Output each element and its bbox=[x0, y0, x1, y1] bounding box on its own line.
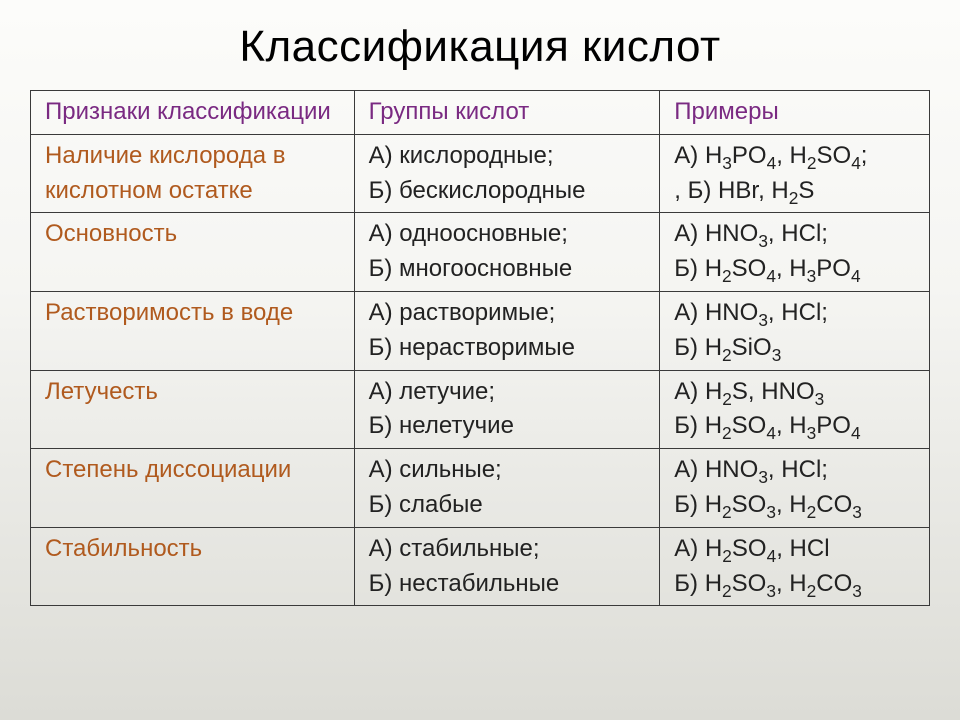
group-line: Б) бескислородные bbox=[369, 174, 646, 209]
cell-feature: Основность bbox=[31, 213, 355, 292]
example-line: Б) H2SO3, H2CO3 bbox=[674, 488, 915, 523]
chem-formula: H2SO3 bbox=[705, 570, 776, 597]
table-row: Степень диссоциацииА) сильные;Б) слабыеА… bbox=[31, 449, 930, 528]
example-line: , Б) HBr, H2S bbox=[674, 174, 915, 209]
cell-feature: Наличие кислорода в кислотном остатке bbox=[31, 134, 355, 213]
chem-formula: H2SO4 bbox=[790, 142, 861, 169]
group-line: А) одноосновные; bbox=[369, 217, 646, 252]
chem-formula: HNO3 bbox=[705, 299, 768, 326]
col-header-feature: Признаки классификации bbox=[31, 91, 355, 135]
group-line: Б) слабые bbox=[369, 488, 646, 523]
cell-examples: А) HNO3, HCl;Б) H2SO4, H3PO4 bbox=[660, 213, 930, 292]
cell-feature: Стабильность bbox=[31, 527, 355, 606]
chem-formula: H2SO4 bbox=[705, 255, 776, 282]
cell-groups: А) стабильные;Б) нестабильные bbox=[354, 527, 660, 606]
cell-examples: А) H2S, HNO3Б) H2SO4, H3PO4 bbox=[660, 370, 930, 449]
chem-formula: HNO3 bbox=[761, 378, 824, 405]
table-row: ОсновностьА) одноосновные;Б) многоосновн… bbox=[31, 213, 930, 292]
cell-feature: Летучесть bbox=[31, 370, 355, 449]
group-line: Б) нерастворимые bbox=[369, 331, 646, 366]
cell-groups: А) летучие;Б) нелетучие bbox=[354, 370, 660, 449]
cell-feature: Растворимость в воде bbox=[31, 291, 355, 370]
chem-formula: H2CO3 bbox=[789, 491, 862, 518]
example-line: Б) H2SO4, H3PO4 bbox=[674, 252, 915, 287]
chem-formula: HCl bbox=[781, 456, 821, 483]
chem-formula: H2S bbox=[771, 177, 814, 204]
example-line: Б) H2SO3, H2CO3 bbox=[674, 567, 915, 602]
group-line: А) летучие; bbox=[369, 375, 646, 410]
table-body: Наличие кислорода в кислотном остаткеА) … bbox=[31, 134, 930, 606]
table-row: Растворимость в водеА) растворимые;Б) не… bbox=[31, 291, 930, 370]
chem-formula: H2SO4 bbox=[705, 412, 776, 439]
chem-formula: HCl bbox=[790, 535, 830, 562]
cell-examples: А) HNO3, HCl;Б) H2SO3, H2CO3 bbox=[660, 449, 930, 528]
chem-formula: H2SO3 bbox=[705, 491, 776, 518]
cell-groups: А) одноосновные;Б) многоосновные bbox=[354, 213, 660, 292]
table-row: ЛетучестьА) летучие;Б) нелетучиеА) H2S, … bbox=[31, 370, 930, 449]
classification-table: Признаки классификации Группы кислот При… bbox=[30, 90, 930, 606]
chem-formula: HBr bbox=[718, 177, 758, 204]
example-line: А) H3PO4, H2SO4; bbox=[674, 139, 915, 174]
cell-examples: А) H3PO4, H2SO4;, Б) HBr, H2S bbox=[660, 134, 930, 213]
group-line: А) сильные; bbox=[369, 453, 646, 488]
cell-groups: А) сильные;Б) слабые bbox=[354, 449, 660, 528]
cell-examples: А) H2SO4, HClБ) H2SO3, H2CO3 bbox=[660, 527, 930, 606]
chem-formula: H2SO4 bbox=[705, 535, 776, 562]
example-line: Б) H2SO4, H3PO4 bbox=[674, 409, 915, 444]
example-line: А) H2S, HNO3 bbox=[674, 375, 915, 410]
example-line: А) HNO3, HCl; bbox=[674, 453, 915, 488]
chem-formula: H3PO4 bbox=[789, 412, 860, 439]
group-line: А) стабильные; bbox=[369, 532, 646, 567]
slide: Классификация кислот Признаки классифика… bbox=[0, 0, 960, 720]
chem-formula: H3PO4 bbox=[705, 142, 776, 169]
cell-groups: А) растворимые;Б) нерастворимые bbox=[354, 291, 660, 370]
example-line: А) H2SO4, HCl bbox=[674, 532, 915, 567]
group-line: А) растворимые; bbox=[369, 296, 646, 331]
chem-formula: H2S bbox=[705, 378, 748, 405]
cell-examples: А) HNO3, HCl;Б) H2SiO3 bbox=[660, 291, 930, 370]
page-title: Классификация кислот bbox=[30, 22, 930, 72]
table-header-row: Признаки классификации Группы кислот При… bbox=[31, 91, 930, 135]
chem-formula: HCl bbox=[781, 299, 821, 326]
chem-formula: H2SiO3 bbox=[705, 334, 782, 361]
cell-groups: А) кислородные;Б) бескислородные bbox=[354, 134, 660, 213]
example-line: А) HNO3, HCl; bbox=[674, 296, 915, 331]
table-row: Наличие кислорода в кислотном остаткеА) … bbox=[31, 134, 930, 213]
col-header-groups: Группы кислот bbox=[354, 91, 660, 135]
chem-formula: H3PO4 bbox=[789, 255, 860, 282]
example-line: Б) H2SiO3 bbox=[674, 331, 915, 366]
group-line: Б) многоосновные bbox=[369, 252, 646, 287]
chem-formula: HNO3 bbox=[705, 456, 768, 483]
chem-formula: HNO3 bbox=[705, 220, 768, 247]
chem-formula: H2CO3 bbox=[789, 570, 862, 597]
group-line: Б) нестабильные bbox=[369, 567, 646, 602]
col-header-examples: Примеры bbox=[660, 91, 930, 135]
chem-formula: HCl bbox=[781, 220, 821, 247]
table-row: СтабильностьА) стабильные;Б) нестабильны… bbox=[31, 527, 930, 606]
group-line: А) кислородные; bbox=[369, 139, 646, 174]
group-line: Б) нелетучие bbox=[369, 409, 646, 444]
cell-feature: Степень диссоциации bbox=[31, 449, 355, 528]
example-line: А) HNO3, HCl; bbox=[674, 217, 915, 252]
